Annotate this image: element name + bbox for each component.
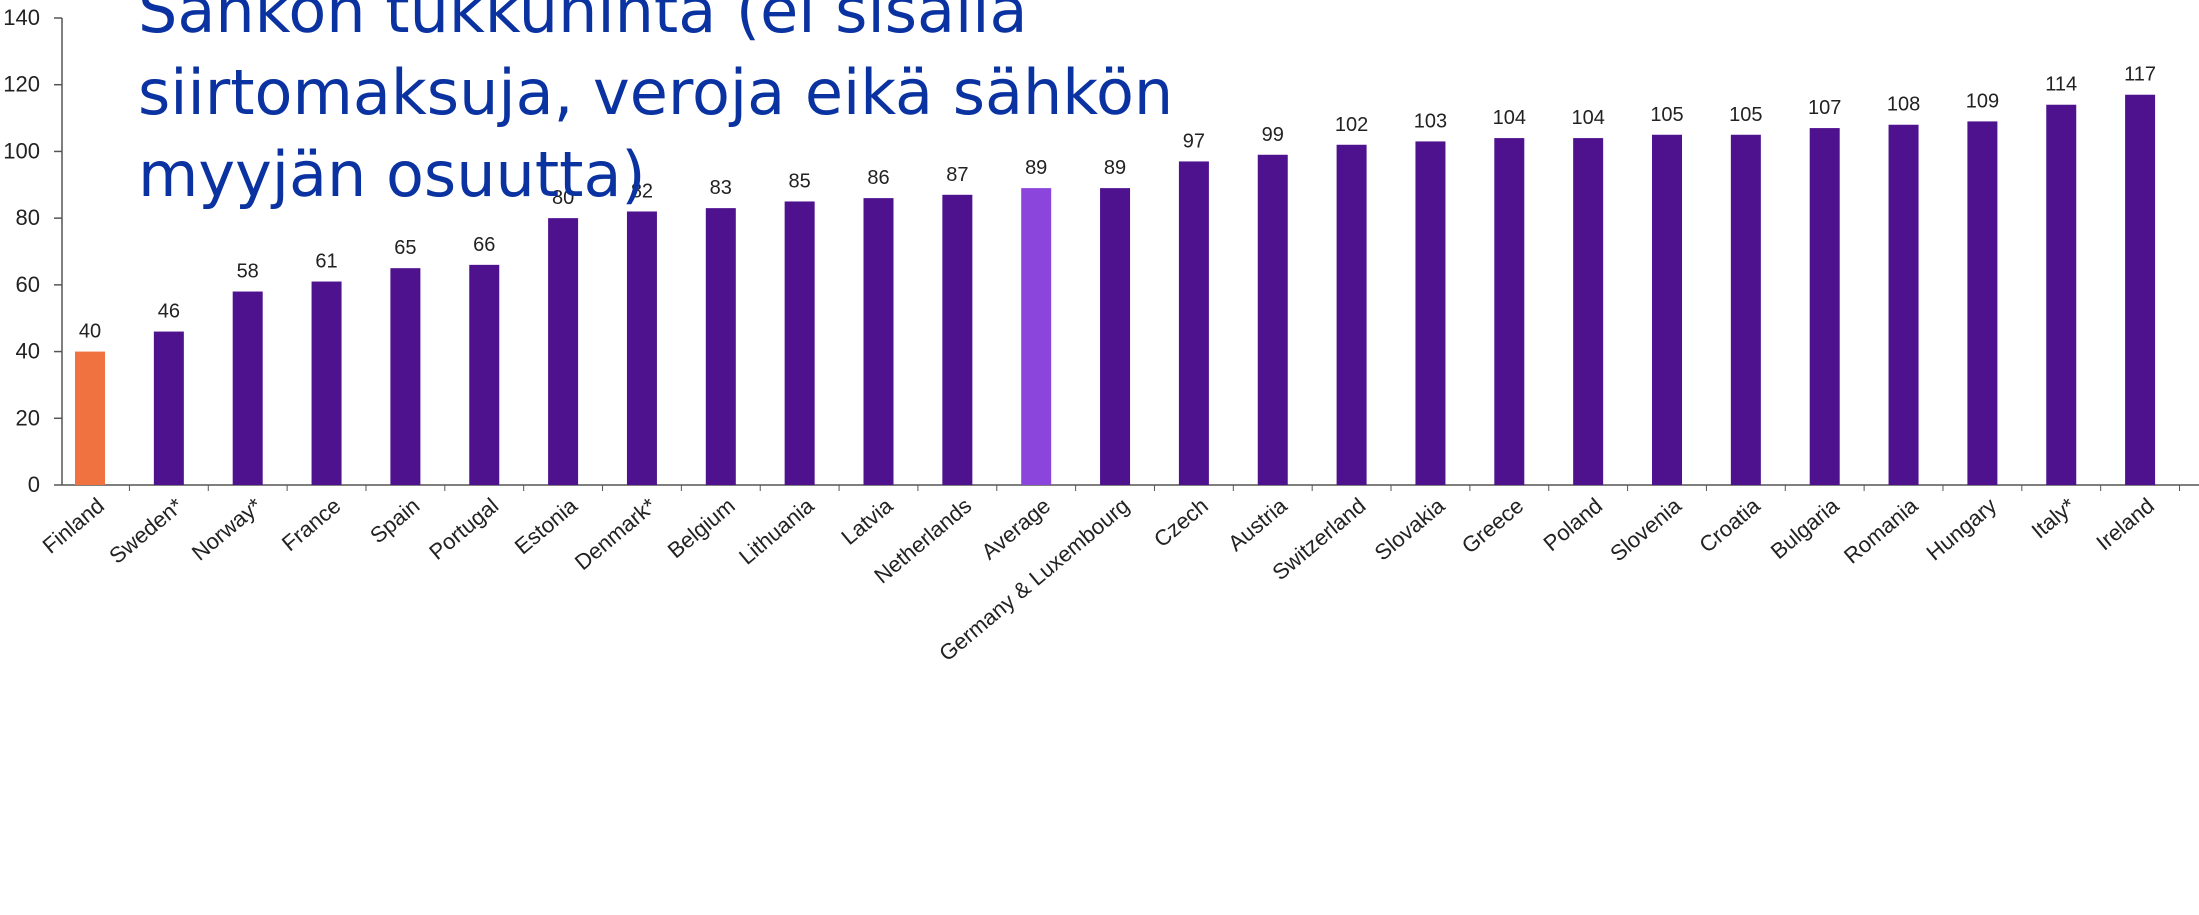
x-tick-label: Denmark*	[570, 493, 661, 575]
x-tick-label: Portugal	[424, 493, 503, 565]
data-label: 103	[1414, 110, 1447, 132]
bar	[2046, 104, 2077, 485]
x-tick-label: Slovenia	[1605, 492, 1686, 566]
x-tick-label: Estonia	[510, 492, 583, 559]
data-label: 82	[631, 180, 653, 202]
x-tick-label: Finland	[38, 493, 109, 559]
y-tick-label: 140	[3, 5, 40, 30]
data-label: 105	[1650, 104, 1683, 126]
data-label: 83	[710, 177, 732, 199]
data-label: 104	[1571, 107, 1604, 129]
y-tick-label: 60	[16, 272, 40, 297]
x-tick-label: Belgium	[663, 493, 740, 563]
bar	[548, 218, 579, 485]
bar	[469, 264, 500, 485]
data-label: 99	[1262, 124, 1284, 146]
x-tick-label: Ireland	[2091, 493, 2159, 555]
x-tick-label: Romania	[1839, 492, 1923, 568]
bar	[1494, 138, 1525, 486]
x-tick-label: Bulgaria	[1766, 492, 1844, 564]
x-tick-label: France	[277, 493, 346, 556]
y-tick-label: 80	[16, 205, 40, 230]
y-tick-label: 20	[16, 405, 40, 430]
data-label: 102	[1335, 114, 1368, 136]
bar	[1967, 121, 1998, 486]
chart-title: Sähkön tukkuhinta (ei sisällä siirtomaks…	[138, 0, 1174, 211]
bar	[75, 351, 105, 485]
y-tick-label: 40	[16, 339, 40, 364]
x-tick-label: Lithuania	[734, 492, 819, 569]
data-label: 61	[315, 251, 337, 273]
data-label: 105	[1729, 104, 1762, 126]
data-label: 117	[2124, 64, 2156, 86]
data-label: 87	[946, 164, 968, 186]
bar	[705, 208, 736, 485]
bar	[1652, 134, 1682, 485]
bar	[1809, 128, 1840, 486]
x-tick-label: Austria	[1223, 492, 1292, 556]
y-tick-label: 100	[3, 138, 40, 163]
x-tick-label: Average	[977, 493, 1056, 565]
bar	[784, 201, 815, 485]
bar	[942, 194, 973, 486]
bar	[1021, 188, 1052, 485]
data-label: 65	[394, 237, 416, 259]
y-tick-label: 120	[3, 72, 40, 97]
bar	[1257, 154, 1288, 485]
x-tick-label: Slovakia	[1370, 492, 1450, 565]
x-tick-label: Croatia	[1694, 492, 1765, 557]
data-label: 89	[1025, 157, 1047, 179]
x-tick-label: Sweden*	[104, 493, 188, 569]
bar	[626, 211, 657, 485]
data-label: 80	[552, 187, 574, 209]
data-label: 97	[1183, 130, 1205, 152]
x-tick-label: Hungary	[1922, 493, 2002, 566]
bar	[1888, 124, 1919, 485]
bar	[1100, 188, 1131, 485]
bar	[390, 268, 421, 485]
data-label: 58	[237, 261, 259, 283]
bar	[1178, 161, 1209, 485]
bar	[863, 198, 894, 485]
bar	[153, 331, 184, 485]
x-tick-label: Czech	[1149, 493, 1213, 552]
x-tick-label: Greece	[1457, 493, 1528, 559]
data-label: 46	[158, 301, 180, 323]
x-tick-label: Poland	[1539, 493, 1608, 556]
x-tick-label: Italy*	[2027, 493, 2081, 544]
bar	[1573, 138, 1604, 486]
x-tick-label: Latvia	[836, 492, 898, 549]
data-label: 107	[1808, 97, 1841, 119]
data-label: 66	[473, 234, 495, 256]
bar	[2125, 94, 2156, 485]
bar	[311, 281, 342, 485]
bar	[1336, 144, 1367, 485]
y-tick-label: 0	[28, 472, 40, 497]
data-label: 85	[789, 170, 811, 192]
data-label: 108	[1887, 94, 1920, 116]
data-label: 104	[1493, 107, 1526, 129]
bar	[232, 291, 263, 485]
data-label: 89	[1104, 157, 1126, 179]
data-label: 109	[1966, 90, 1999, 112]
x-tick-label: Spain	[365, 493, 424, 548]
x-tick-label: Norway*	[187, 493, 267, 566]
data-label: 114	[2045, 74, 2077, 96]
bar	[1415, 141, 1446, 485]
data-label: 40	[79, 321, 101, 343]
data-label: 86	[867, 167, 889, 189]
bar	[1730, 134, 1761, 485]
